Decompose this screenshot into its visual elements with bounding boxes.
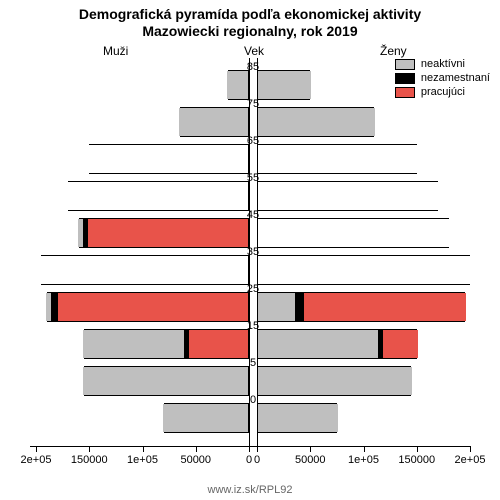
tick-mark <box>257 446 258 452</box>
bar-segment <box>258 71 311 99</box>
pyramid-row: 35 <box>30 253 470 287</box>
pyramid-row: 75 <box>30 105 470 139</box>
bar-segment <box>184 330 189 358</box>
bar-segment <box>383 330 418 358</box>
bar-segment <box>258 330 378 358</box>
tick-label: 2e+05 <box>455 454 486 466</box>
footer-url: www.iz.sk/RPL92 <box>0 484 500 496</box>
tick-label: 1e+05 <box>127 454 158 466</box>
women-bar <box>257 403 337 433</box>
pyramid-row: 65 <box>30 142 470 176</box>
bar-segment <box>67 182 248 210</box>
bar-segment <box>304 293 466 321</box>
tick-label: 50000 <box>295 454 326 466</box>
bar-segment <box>258 108 375 136</box>
bar-segment <box>179 108 248 136</box>
women-label: Ženy <box>380 44 407 58</box>
bar-segment <box>258 145 418 173</box>
pyramid-row: 55 <box>30 179 470 213</box>
tick-mark <box>364 446 365 452</box>
men-label: Muži <box>103 44 128 58</box>
women-bar <box>257 329 417 359</box>
pyramid-row: 45 <box>30 216 470 250</box>
women-bar <box>257 70 310 100</box>
bar-segment <box>258 367 412 395</box>
women-bar <box>257 181 438 211</box>
women-bar <box>257 255 470 285</box>
bar-segment <box>258 256 471 284</box>
bar-segment <box>295 293 304 321</box>
men-bar <box>164 403 249 433</box>
bar-segment <box>88 145 248 173</box>
bar-segment <box>258 219 450 247</box>
bar-segment <box>40 256 248 284</box>
women-bar <box>257 292 465 322</box>
bar-segment <box>51 293 58 321</box>
tick-mark <box>143 446 144 452</box>
bar-segment <box>163 404 248 432</box>
tick-mark <box>36 446 37 452</box>
men-bar <box>47 292 249 322</box>
men-bar <box>84 329 249 359</box>
title-line2: Mazowiecki regionalny, rok 2019 <box>0 23 500 40</box>
tick-label: 0 <box>254 454 260 466</box>
pyramid-row: 85 <box>30 68 470 102</box>
men-bar <box>180 107 249 137</box>
men-bar <box>89 144 249 174</box>
bar-segment <box>258 404 338 432</box>
women-bar <box>257 107 374 137</box>
age-label-header: Vek <box>244 44 264 58</box>
men-bar <box>41 255 249 285</box>
tick-label: 2e+05 <box>21 454 52 466</box>
tick-label: 0 <box>246 454 252 466</box>
pyramid-row: 15 <box>30 327 470 361</box>
chart-title: Demografická pyramída podľa ekonomickej … <box>0 0 500 40</box>
bar-segment <box>227 71 248 99</box>
tick-label: 150000 <box>71 454 108 466</box>
tick-mark <box>89 446 90 452</box>
bar-segment <box>83 219 88 247</box>
pyramid-row: 0 <box>30 401 470 435</box>
men-bar <box>228 70 249 100</box>
bar-segment <box>258 182 439 210</box>
bar-segment <box>83 367 248 395</box>
men-bar <box>68 181 249 211</box>
x-axis-line <box>30 446 470 447</box>
tick-label: 50000 <box>180 454 211 466</box>
pyramid-row: 25 <box>30 290 470 324</box>
tick-mark <box>249 446 250 452</box>
bar-segment <box>258 293 295 321</box>
title-line1: Demografická pyramída podľa ekonomickej … <box>0 6 500 23</box>
bar-segment <box>189 330 248 358</box>
plot-area: 857565554535251550 2e+051500001e+0550000… <box>30 58 470 448</box>
bar-segment <box>78 219 83 247</box>
tick-label: 150000 <box>398 454 435 466</box>
tick-label: 1e+05 <box>348 454 379 466</box>
bar-segment <box>83 330 184 358</box>
tick-mark <box>417 446 418 452</box>
women-bar <box>257 218 449 248</box>
women-bar <box>257 366 411 396</box>
women-bar <box>257 144 417 174</box>
men-bar <box>79 218 249 248</box>
bar-segment <box>58 293 248 321</box>
tick-mark <box>196 446 197 452</box>
pyramid-chart: Demografická pyramída podľa ekonomickej … <box>0 0 500 500</box>
tick-mark <box>310 446 311 452</box>
bar-segment <box>88 219 248 247</box>
tick-mark <box>470 446 471 452</box>
men-bar <box>84 366 249 396</box>
pyramid-row: 5 <box>30 364 470 398</box>
bar-segment <box>46 293 51 321</box>
